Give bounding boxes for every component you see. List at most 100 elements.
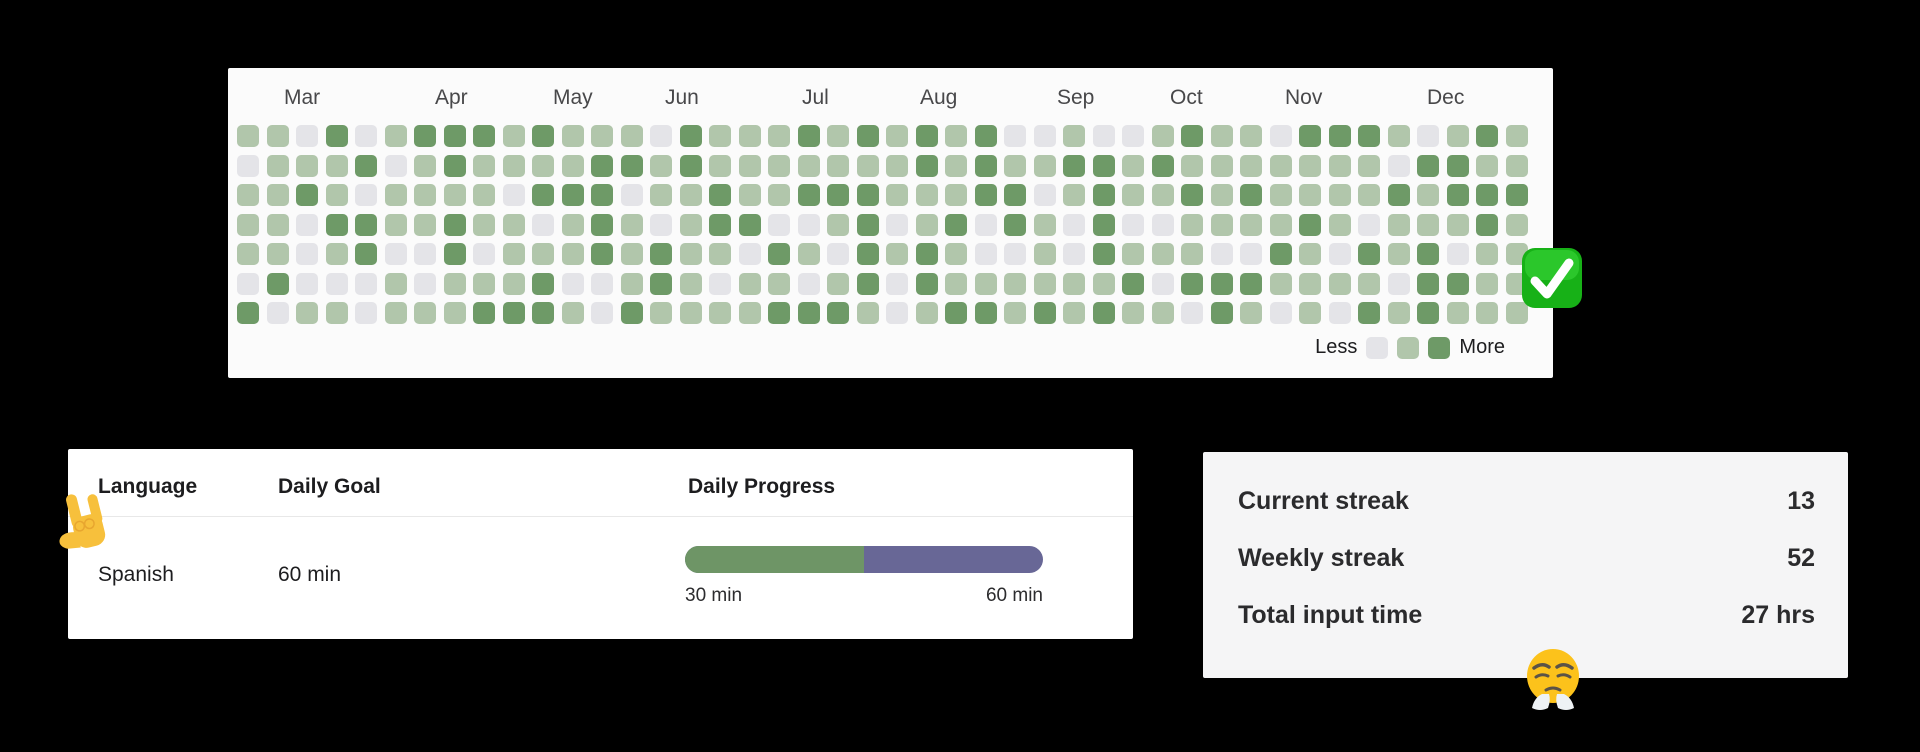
heatmap-day-cell: [1299, 184, 1321, 206]
heatmap-day-cell: [1240, 272, 1262, 295]
month-label-oct: Oct: [1170, 86, 1203, 109]
heatmap-day-cell: [1240, 154, 1262, 177]
heatmap-day-cell: [620, 243, 643, 265]
heatmap-day-cell: [1417, 243, 1439, 265]
heatmap-day-cell: [679, 154, 702, 177]
heatmap-day-cell: [1476, 184, 1498, 206]
heatmap-day-cell: [650, 272, 672, 295]
heatmap-day-cell: [355, 302, 377, 324]
heatmap-day-cell: [1358, 272, 1380, 295]
stat-label: Total input time: [1238, 600, 1423, 629]
heatmap-day-cell: [856, 243, 879, 265]
heatmap-day-cell: [384, 154, 407, 177]
heatmap-day-cell: [1505, 302, 1528, 324]
heatmap-day-cell: [738, 184, 761, 206]
heatmap-day-cell: [1299, 302, 1321, 324]
face-with-steam-from-nose-emoji-icon: [1520, 646, 1586, 716]
heatmap-day-cell: [1328, 272, 1351, 295]
heatmap-day-cell: [709, 272, 731, 295]
heatmap-day-cell: [1063, 154, 1085, 177]
heatmap-day-cell: [502, 184, 525, 206]
heatmap-day-cell: [355, 272, 377, 295]
heatmap-day-cell: [414, 272, 436, 295]
heatmap-day-cell: [679, 302, 702, 324]
heatmap-day-cell: [974, 184, 997, 206]
streak-stats-panel: Current streak 13 Weekly streak 52 Total…: [1203, 452, 1848, 678]
heatmap-day-cell: [355, 243, 377, 265]
heatmap-day-cell: [1417, 302, 1439, 324]
heatmap-day-cell: [502, 125, 525, 147]
heatmap-day-cell: [1033, 184, 1056, 206]
heatmap-day-cell: [679, 243, 702, 265]
heatmap-day-cell: [768, 302, 790, 324]
heatmap-day-cell: [1476, 243, 1498, 265]
heatmap-day-cell: [1446, 125, 1469, 147]
heatmap-day-cell: [532, 184, 554, 206]
heatmap-day-cell: [1004, 213, 1026, 236]
heatmap-day-cell: [1181, 184, 1203, 206]
heatmap-day-cell: [1387, 213, 1410, 236]
heatmap-day-cell: [650, 213, 672, 236]
heatmap-day-cell: [1299, 154, 1321, 177]
month-label-apr: Apr: [435, 86, 468, 109]
heatmap-day-cell: [591, 154, 613, 177]
heatmap-day-cell: [827, 272, 849, 295]
heatmap-day-cell: [1063, 243, 1085, 265]
heatmap-day-cell: [561, 125, 584, 147]
heatmap-day-cell: [1476, 213, 1498, 236]
stat-row-current-streak: Current streak 13: [1238, 485, 1815, 517]
heatmap-day-cell: [237, 125, 259, 147]
heatmap-day-cell: [1358, 213, 1380, 236]
heatmap-day-cell: [945, 272, 967, 295]
heatmap-day-cell: [1269, 243, 1292, 265]
heatmap-day-cell: [1240, 302, 1262, 324]
heatmap-day-cell: [325, 213, 348, 236]
heatmap-day-cell: [473, 272, 495, 295]
heatmap-day-cell: [650, 302, 672, 324]
heatmap-day-cell: [1033, 125, 1056, 147]
stat-value: 13: [1787, 486, 1815, 515]
heatmap-day-cell: [1033, 272, 1056, 295]
heatmap-day-cell: [856, 184, 879, 206]
heatmap-day-cell: [296, 154, 318, 177]
heatmap-day-cell: [591, 272, 613, 295]
heatmap-day-cell: [1417, 125, 1439, 147]
heatmap-day-cell: [768, 213, 790, 236]
heatmap-day-cell: [1328, 184, 1351, 206]
heatmap-day-cell: [650, 125, 672, 147]
heatmap-day-cell: [768, 125, 790, 147]
heatmap-day-cell: [237, 213, 259, 236]
heatmap-day-cell: [1387, 272, 1410, 295]
heatmap-day-cell: [266, 125, 289, 147]
heatmap-day-cell: [738, 154, 761, 177]
heatmap-day-cell: [414, 125, 436, 147]
heatmap-day-cell: [886, 213, 908, 236]
heatmap-day-cell: [296, 243, 318, 265]
heatmap-day-cell: [1358, 154, 1380, 177]
heatmap-day-cell: [620, 184, 643, 206]
heatmap-day-cell: [1446, 184, 1469, 206]
heatmap-day-cell: [709, 184, 731, 206]
heatmap-day-cell: [1269, 154, 1292, 177]
heatmap-day-cell: [591, 302, 613, 324]
heatmap-day-cell: [1122, 272, 1144, 295]
heatmap-day-cell: [384, 272, 407, 295]
heatmap-day-cell: [945, 302, 967, 324]
heatmap-day-cell: [1210, 184, 1233, 206]
heatmap-day-cell: [1476, 154, 1498, 177]
heatmap-day-cell: [797, 213, 820, 236]
table-row-goal-value: 60 min: [278, 563, 342, 586]
heatmap-day-cell: [1476, 272, 1498, 295]
heatmap-day-cell: [679, 125, 702, 147]
heatmap-day-cell: [620, 302, 643, 324]
heatmap-day-cell: [532, 154, 554, 177]
heatmap-day-cell: [473, 302, 495, 324]
heatmap-day-cell: [355, 125, 377, 147]
heatmap-day-cell: [591, 243, 613, 265]
heatmap-day-cell: [945, 125, 967, 147]
heatmap-day-cell: [473, 184, 495, 206]
heatmap-day-cell: [1387, 302, 1410, 324]
legend-swatch-mid: [1397, 336, 1420, 359]
heatmap-day-cell: [1269, 272, 1292, 295]
heatmap-day-cell: [473, 125, 495, 147]
